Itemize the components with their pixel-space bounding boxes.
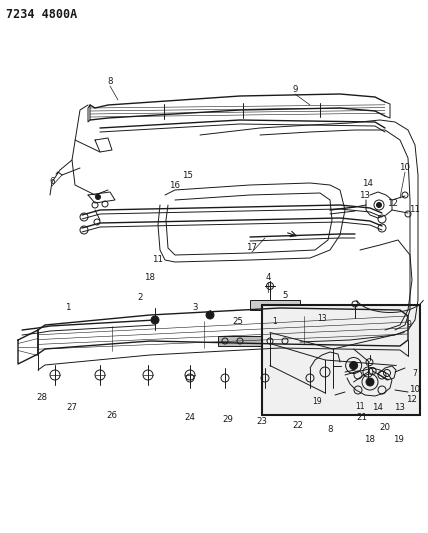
Text: 27: 27 — [66, 403, 77, 413]
Text: 7234 4800A: 7234 4800A — [6, 8, 77, 21]
Circle shape — [377, 203, 381, 207]
Text: 1: 1 — [65, 303, 71, 312]
Text: 10: 10 — [399, 164, 410, 173]
Text: 2: 2 — [137, 294, 143, 303]
Circle shape — [366, 378, 374, 386]
Bar — [262, 305, 420, 415]
Text: 6: 6 — [49, 177, 55, 187]
Text: 22: 22 — [292, 421, 303, 430]
Text: 8: 8 — [107, 77, 113, 86]
Text: 13: 13 — [395, 403, 405, 413]
Text: 7: 7 — [413, 369, 418, 378]
Bar — [250, 300, 300, 310]
Text: 19: 19 — [312, 397, 322, 406]
Text: 28: 28 — [36, 393, 48, 402]
Text: 24: 24 — [184, 414, 196, 423]
Text: 15: 15 — [182, 171, 193, 180]
Text: 9: 9 — [292, 85, 298, 94]
Text: 29: 29 — [223, 416, 233, 424]
Circle shape — [350, 361, 358, 369]
Text: 17: 17 — [247, 244, 258, 253]
Text: 14: 14 — [372, 403, 383, 413]
Text: 9: 9 — [407, 320, 411, 329]
Text: 18: 18 — [145, 273, 155, 282]
Bar — [218, 336, 298, 346]
Circle shape — [206, 311, 214, 319]
Text: 26: 26 — [107, 410, 118, 419]
Text: 5: 5 — [282, 290, 288, 300]
Text: 19: 19 — [392, 435, 404, 445]
Text: 21: 21 — [357, 414, 368, 423]
Text: 1: 1 — [272, 317, 277, 326]
Text: 13: 13 — [360, 190, 371, 199]
Text: 25: 25 — [232, 318, 244, 327]
Text: 8: 8 — [327, 425, 333, 434]
Text: 14: 14 — [363, 179, 374, 188]
Text: 11: 11 — [355, 402, 365, 411]
Text: 3: 3 — [192, 303, 198, 312]
Text: 16: 16 — [169, 181, 181, 190]
Text: 12: 12 — [387, 198, 398, 207]
Text: 10: 10 — [410, 385, 420, 394]
Text: 20: 20 — [380, 424, 390, 432]
Text: 11: 11 — [152, 255, 163, 264]
Text: 4: 4 — [265, 273, 271, 282]
Text: 11: 11 — [410, 206, 420, 214]
Text: 12: 12 — [407, 395, 417, 405]
Text: 23: 23 — [256, 417, 268, 426]
Text: 13: 13 — [317, 314, 327, 322]
Text: 18: 18 — [365, 435, 375, 445]
Circle shape — [95, 195, 101, 199]
Circle shape — [151, 316, 159, 324]
